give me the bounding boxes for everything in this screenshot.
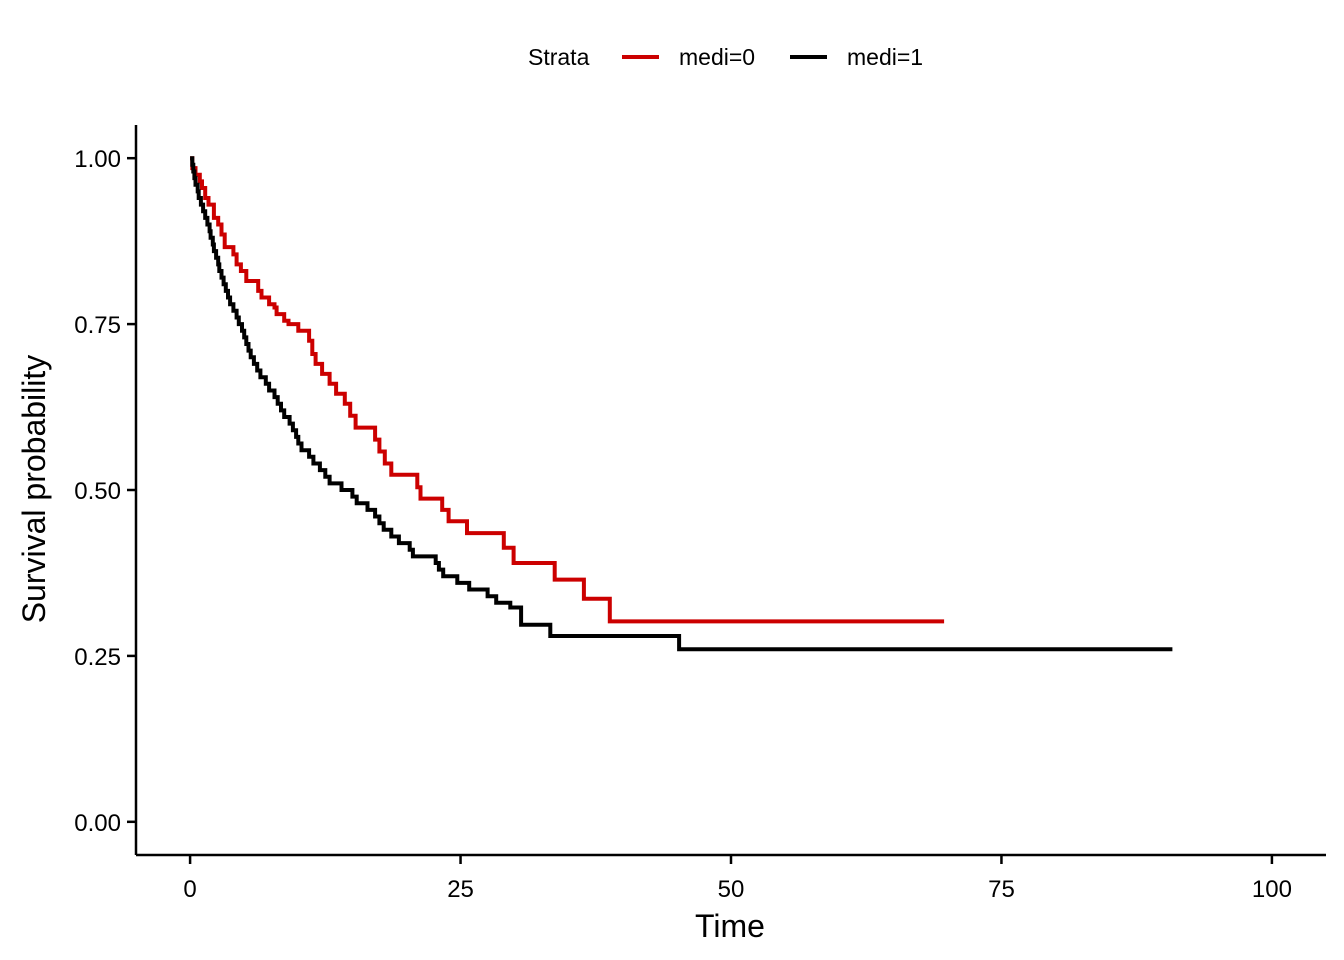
series-line-medi-0	[190, 156, 945, 624]
y-tick-label: 0.50	[74, 478, 121, 505]
axes: 0 25 50 75 100 0.00 0.25 0.50 0.75 1.00	[74, 125, 1326, 903]
y-axis-title: Survival probability	[16, 355, 52, 624]
x-axis-title: Time	[695, 908, 765, 944]
y-tick-label: 0.75	[74, 312, 121, 339]
legend-label: medi=0	[679, 44, 755, 70]
x-tick-label: 50	[718, 876, 745, 903]
legend-title: Strata	[528, 44, 590, 70]
curves	[190, 156, 1173, 652]
x-tick-label: 25	[447, 876, 474, 903]
x-tick-label: 100	[1252, 876, 1292, 903]
legend-label: medi=1	[847, 44, 923, 70]
x-tick-label: 0	[183, 876, 196, 903]
series-line-medi-1	[190, 156, 1173, 652]
y-tick-label: 0.25	[74, 644, 121, 671]
x-tick-label: 75	[988, 876, 1015, 903]
legend: Strata medi=0 medi=1	[528, 44, 923, 70]
y-tick-label: 0.00	[74, 810, 121, 837]
y-tick-label: 1.00	[74, 146, 121, 173]
